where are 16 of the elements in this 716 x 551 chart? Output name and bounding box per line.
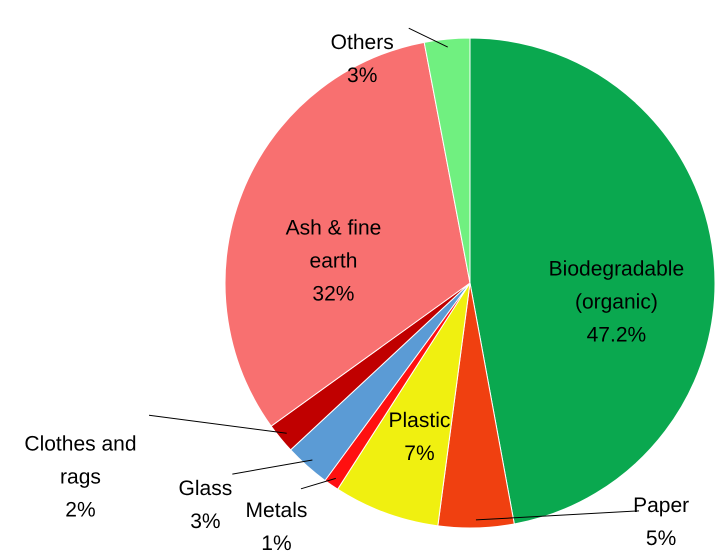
slice-label: Biodegradable (organic): [548, 258, 684, 314]
data-label: 3%: [190, 510, 221, 533]
data-label: 47.2%: [586, 324, 646, 347]
data-label: 32%: [312, 282, 354, 306]
data-label: 3%: [347, 64, 378, 87]
slice-label: Paper: [633, 494, 690, 517]
slice-label: Plastic: [388, 409, 450, 432]
slice-label: Glass: [178, 476, 232, 500]
data-label: 5%: [646, 526, 676, 550]
slice-label: Metals: [246, 498, 308, 522]
data-label: 2%: [65, 498, 96, 522]
data-label: 7%: [404, 442, 435, 466]
slice-label: Clothes and rags: [24, 432, 136, 489]
data-label: 1%: [261, 532, 292, 551]
slice-label: Ash & fine earth: [286, 216, 382, 273]
slice-label: Others: [330, 30, 394, 54]
